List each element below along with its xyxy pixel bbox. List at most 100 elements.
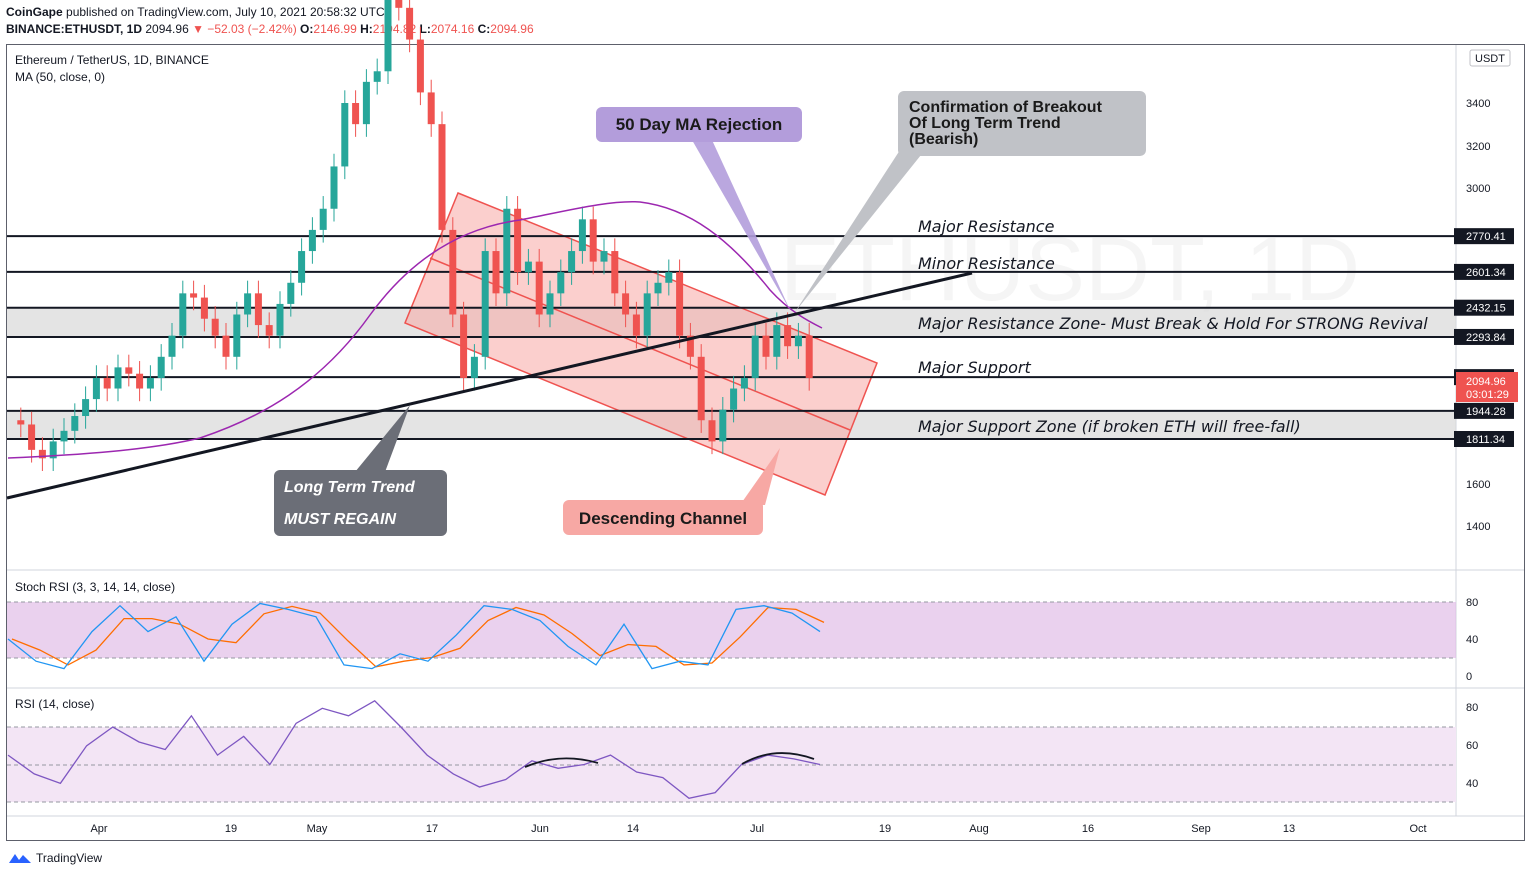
tradingview-footer[interactable]: TradingView <box>8 851 102 865</box>
candle-body <box>503 208 511 294</box>
time-tick: 19 <box>225 823 237 835</box>
last-price-tag <box>1456 372 1518 402</box>
candle-body <box>784 325 792 347</box>
resistance-zone-label: Major Resistance Zone- Must Break & Hold… <box>918 314 1428 333</box>
level-tag <box>1454 402 1514 419</box>
candle-body <box>265 325 273 336</box>
candle-body <box>427 92 435 125</box>
level-lines <box>7 235 1456 441</box>
level-tag <box>1454 431 1514 448</box>
stoch-d-line <box>11 605 825 668</box>
price-tick: 3400 <box>1466 98 1490 110</box>
ma-rejection-label: 50 Day MA Rejection <box>616 115 783 134</box>
currency-label: USDT <box>1475 53 1505 65</box>
support-zone-label: Major Support Zone (if broken ETH will f… <box>918 417 1301 436</box>
candle-body <box>751 335 759 378</box>
level-tag <box>1454 263 1514 280</box>
long-term-trend-line[interactable] <box>6 271 973 500</box>
candle-body <box>438 124 446 230</box>
candle-body <box>805 335 813 378</box>
stoch-tick: 0 <box>1466 671 1472 683</box>
rsi-tick: 40 <box>1466 778 1478 790</box>
candle-body <box>319 208 327 230</box>
candle-body <box>676 272 684 336</box>
time-tick: 17 <box>426 823 438 835</box>
high-value: 2194.82 <box>372 22 417 36</box>
candle-body <box>740 377 748 389</box>
breakout-callout: Confirmation of Breakout Of Long Term Tr… <box>795 91 1146 312</box>
major-resistance-label: Major Resistance <box>918 217 1055 236</box>
minor-resistance-label: Minor Resistance <box>918 254 1055 273</box>
candle-body <box>28 424 36 450</box>
candle-body <box>254 293 262 326</box>
price-tick: 3000 <box>1466 183 1490 195</box>
candle-body <box>352 103 360 125</box>
channel-callout: Descending Channel <box>563 448 780 535</box>
candle-body <box>416 39 424 93</box>
rsi-arc-2 <box>741 752 815 765</box>
candle-body <box>686 335 694 357</box>
candle-body <box>222 335 230 357</box>
level-tag-value: 2432.15 <box>1466 303 1506 315</box>
candle-body <box>578 219 586 252</box>
candle-body <box>92 377 100 400</box>
last-price-value: 2094.96 <box>1466 376 1506 388</box>
header-price: 2094.96 <box>145 22 189 36</box>
chart-frame <box>6 44 1525 841</box>
candle-body <box>341 103 349 167</box>
trend-label-2: MUST REGAIN <box>284 511 396 528</box>
candle-body <box>535 261 543 315</box>
candle-body <box>514 208 522 273</box>
symbol-label: BINANCE:ETHUSDT, 1D <box>6 22 143 36</box>
candle-body <box>125 367 133 374</box>
level-tag-value: 2601.34 <box>1466 267 1506 279</box>
low-value: 2074.16 <box>430 22 475 36</box>
last-price-countdown: 03:01:29 <box>1466 389 1509 401</box>
published-text: published on TradingView.com, July 10, 2… <box>66 5 385 19</box>
time-tick: Sep <box>1191 823 1211 835</box>
footer-brand: TradingView <box>36 851 103 865</box>
tradingview-logo-icon <box>9 854 31 863</box>
candle-body <box>762 335 770 357</box>
candle-body <box>492 251 500 294</box>
candle-body <box>449 229 457 315</box>
candle-body <box>60 430 68 442</box>
currency-badge[interactable] <box>1469 49 1511 67</box>
time-tick: 13 <box>1283 823 1295 835</box>
stoch-tick: 40 <box>1466 634 1478 646</box>
candle-body <box>168 335 176 357</box>
candle-body <box>470 356 478 378</box>
stoch-k-line <box>7 602 821 670</box>
candle-body <box>643 293 651 336</box>
level-tag-value: 2770.41 <box>1466 231 1506 243</box>
candle-body <box>632 314 640 336</box>
ma-50-line <box>7 200 823 459</box>
candle-body <box>190 293 198 298</box>
level-tag <box>1454 228 1514 245</box>
rsi-tick: 60 <box>1466 740 1478 752</box>
price-tick: 1600 <box>1466 479 1490 491</box>
candle-body <box>719 409 727 442</box>
candle-body <box>362 81 370 125</box>
candles <box>17 0 813 472</box>
candle-body <box>330 166 338 209</box>
candle-body <box>71 416 79 431</box>
breakout-label-1: Confirmation of Breakout <box>909 99 1103 116</box>
rsi-line <box>7 699 821 800</box>
candle-body <box>406 7 414 40</box>
candle-body <box>384 0 392 72</box>
time-tick: Aug <box>969 823 989 835</box>
candle-body <box>611 251 619 294</box>
candle-body <box>622 293 630 315</box>
level-tags: 2770.412601.342432.152293.842103.871944.… <box>1454 228 1514 448</box>
candle-body <box>600 251 608 262</box>
time-axis: Apr 19 May 17 Jun 14 Jul 19 Aug 16 Sep 13 Oct <box>90 823 1426 835</box>
candle-body <box>17 420 25 425</box>
rsi-arc-1 <box>524 757 599 768</box>
candle-body <box>794 335 802 347</box>
watermark: ETHUSDT, 1D <box>780 220 1360 320</box>
candle-body <box>38 449 46 459</box>
trend-label-1: Long Term Trend <box>284 479 416 496</box>
breakout-label-2: Of Long Term Trend <box>909 115 1061 132</box>
